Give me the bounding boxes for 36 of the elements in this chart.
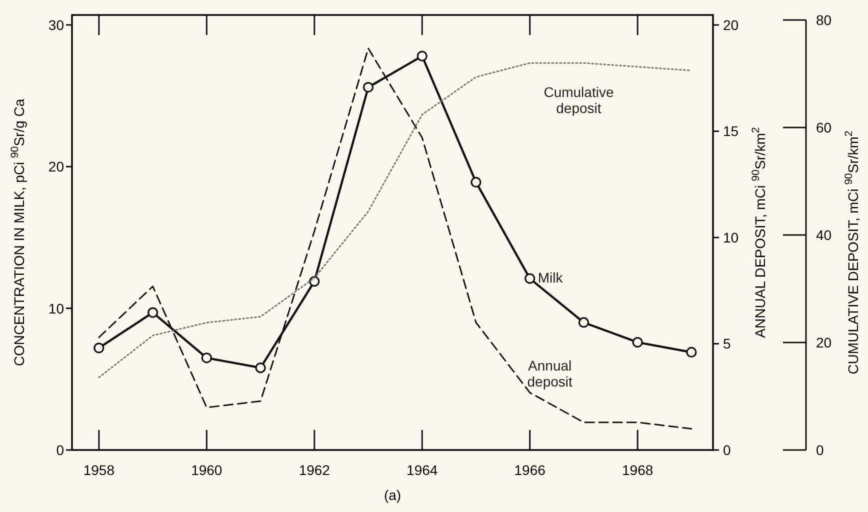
- y-tick-label: 20: [48, 158, 64, 175]
- point: [201, 352, 212, 364]
- line-series: [98, 48, 692, 430]
- point: [470, 176, 482, 188]
- y2-tick-label: 20: [723, 16, 739, 33]
- point: [94, 342, 104, 354]
- x-tick-label: 1966: [514, 462, 546, 478]
- point: [255, 362, 266, 374]
- x-tick-label: 1958: [83, 462, 115, 478]
- series-label: Annual deposit: [527, 358, 573, 390]
- point: [524, 273, 536, 284]
- x-tick-label: 1964: [406, 462, 438, 478]
- y2-tick-label: 15: [723, 123, 739, 140]
- point: [362, 82, 374, 93]
- point: [148, 307, 158, 318]
- point: [578, 317, 590, 328]
- y-tick-label: 0: [56, 442, 64, 458]
- series-label: Milk: [538, 270, 564, 286]
- series-label: Cumulative deposit: [544, 84, 614, 116]
- x-tick-label: 1962: [298, 462, 330, 478]
- y-tick-label: 10: [48, 300, 64, 316]
- y3-tick-label: 20: [816, 334, 832, 350]
- y3-tick-label: 40: [816, 227, 832, 243]
- y3-tick-label: 0: [816, 442, 824, 458]
- point: [632, 337, 643, 348]
- x-tick-label: 1968: [622, 462, 654, 478]
- x-tick-label: 1960: [191, 462, 222, 478]
- point: [686, 346, 697, 358]
- y2-tick-label: 10: [723, 229, 739, 246]
- y3-tick-label: 60: [816, 120, 832, 136]
- y3-tick-label: 80: [816, 12, 832, 28]
- y2-tick-label: 5: [723, 336, 731, 352]
- point: [416, 50, 428, 62]
- y2-tick-label: 0: [723, 442, 731, 458]
- y-tick-label: 30: [48, 16, 64, 33]
- text: (a): [384, 487, 402, 503]
